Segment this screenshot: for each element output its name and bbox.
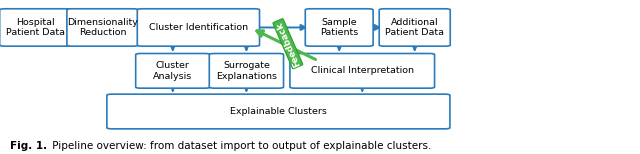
FancyBboxPatch shape xyxy=(209,53,284,88)
Text: Pipeline overview: from dataset import to output of explainable clusters.: Pipeline overview: from dataset import t… xyxy=(49,141,432,150)
Text: Sample
Patients: Sample Patients xyxy=(320,18,358,37)
FancyBboxPatch shape xyxy=(138,9,260,46)
FancyBboxPatch shape xyxy=(305,9,373,46)
Text: Surrogate
Explanations: Surrogate Explanations xyxy=(216,61,277,81)
FancyBboxPatch shape xyxy=(107,94,450,129)
Text: Hospital
Patient Data: Hospital Patient Data xyxy=(6,18,65,37)
Text: Additional
Patient Data: Additional Patient Data xyxy=(385,18,444,37)
Text: Clinical Interpretation: Clinical Interpretation xyxy=(311,66,413,75)
Text: Cluster
Analysis: Cluster Analysis xyxy=(153,61,193,81)
Text: Fig. 1.: Fig. 1. xyxy=(10,141,47,150)
FancyBboxPatch shape xyxy=(290,53,435,88)
FancyBboxPatch shape xyxy=(67,9,138,46)
FancyBboxPatch shape xyxy=(380,9,451,46)
Text: Explainable Clusters: Explainable Clusters xyxy=(230,107,327,116)
Text: Dimensionality
Reduction: Dimensionality Reduction xyxy=(67,18,138,37)
FancyBboxPatch shape xyxy=(0,9,70,46)
Text: Feedback: Feedback xyxy=(274,20,301,68)
FancyBboxPatch shape xyxy=(136,53,210,88)
Text: Cluster Identification: Cluster Identification xyxy=(149,23,248,32)
